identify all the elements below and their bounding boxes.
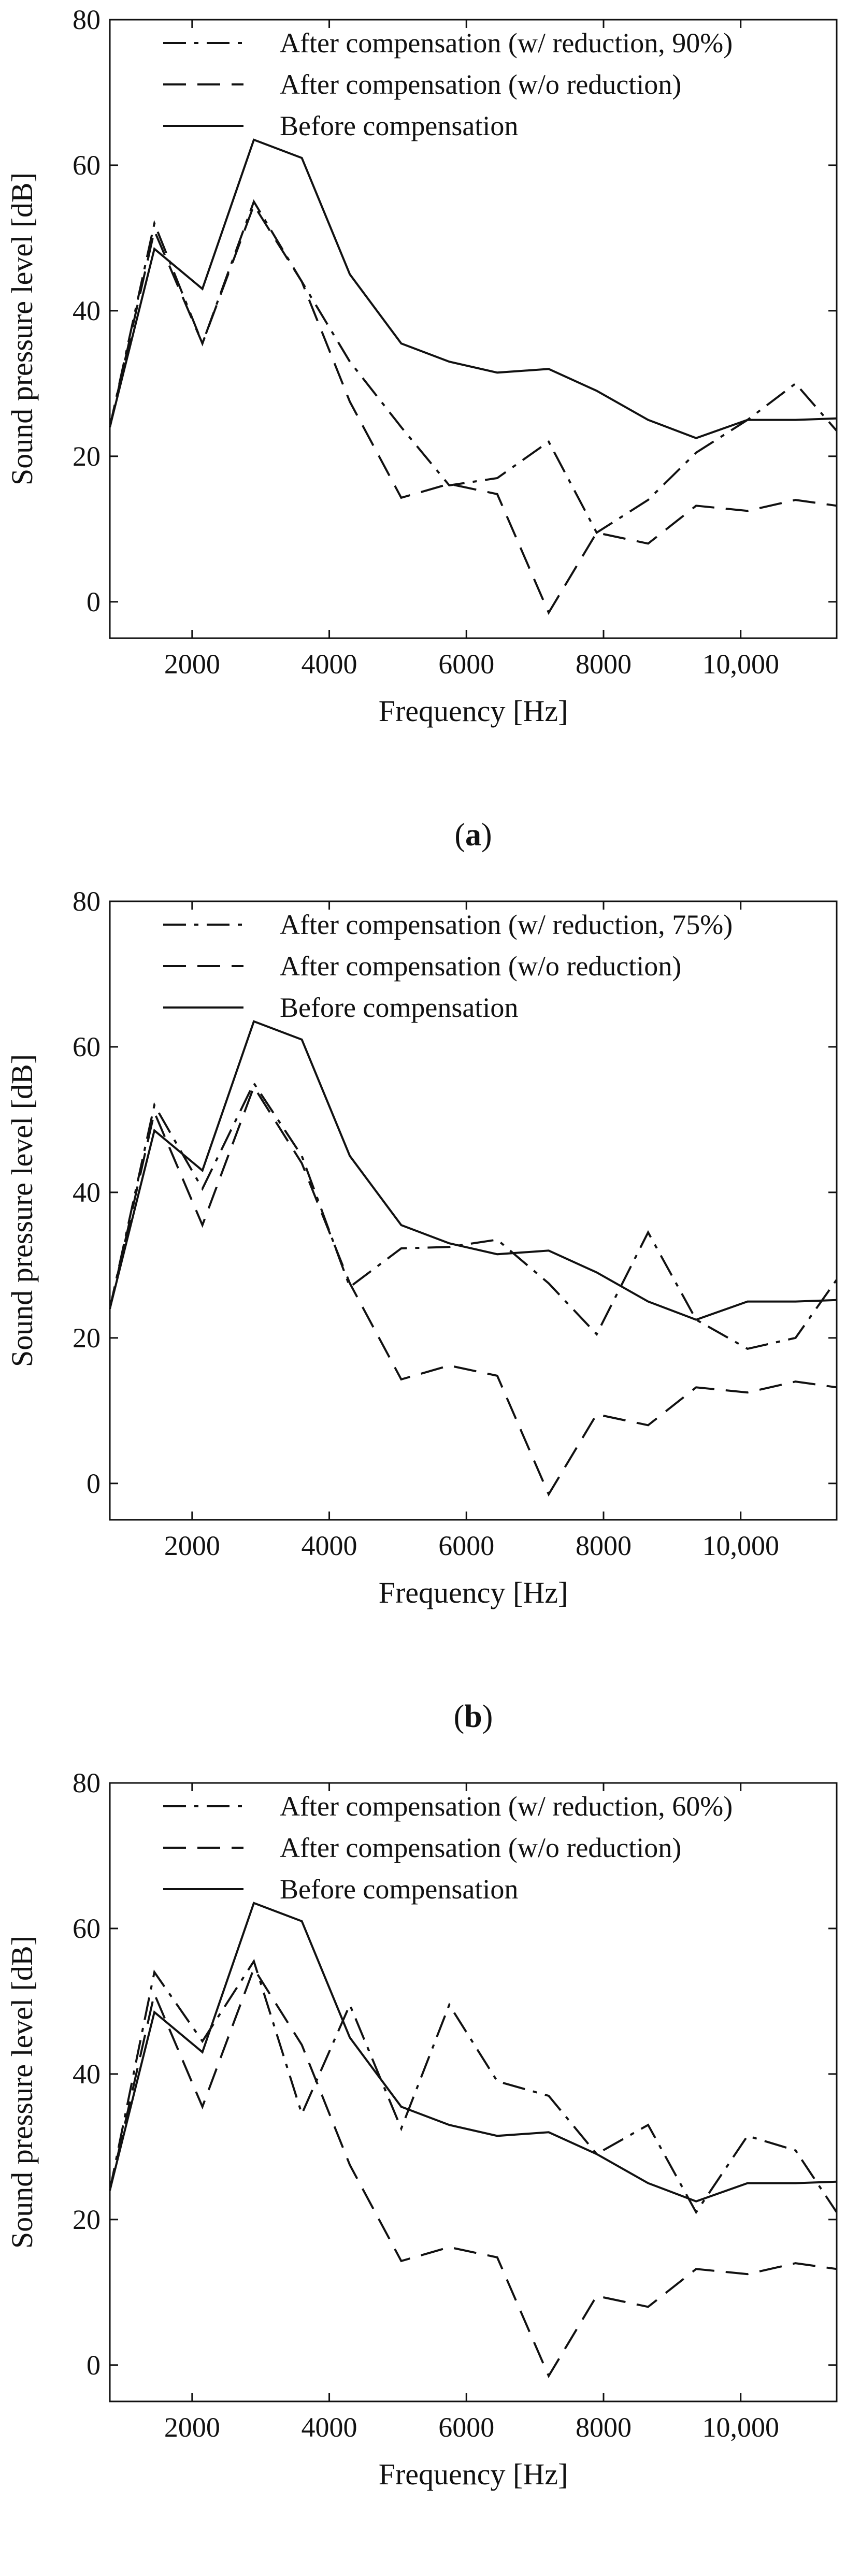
plot-frame <box>109 1782 838 2402</box>
legend-label: After compensation (w/o reduction) <box>280 1832 681 1863</box>
legend-label: Before compensation <box>280 1874 518 1905</box>
x-axis-title: Frequency [Hz] <box>379 694 568 728</box>
x-axis-title: Frequency [Hz] <box>379 1576 568 1609</box>
x-tick-label: 8000 <box>576 1530 632 1561</box>
x-tick-label: 6000 <box>438 649 494 680</box>
plot-frame <box>109 900 838 1521</box>
y-tick-label: 80 <box>73 1767 101 1798</box>
legend-label: After compensation (w/o reduction) <box>280 951 681 982</box>
y-tick-label: 0 <box>87 2350 101 2381</box>
x-tick-label: 6000 <box>438 2412 494 2443</box>
panel-b: 0 20 40 60 80 2000 4000 6000 8000 10,000 Frequency… <box>5 886 838 1734</box>
x-tick-label: 4000 <box>302 649 357 680</box>
x-tick-label: 10,000 <box>702 649 779 680</box>
panel-caption-paren: ) <box>482 1699 493 1734</box>
plot-frame <box>109 19 838 639</box>
legend-label: After compensation (w/o reduction) <box>280 69 681 100</box>
y-axis-title: Sound pressure level [dB] <box>5 1936 39 2249</box>
panel-a: 0 20 40 60 80 2000 4000 6000 8000 10,000 Frequency… <box>5 4 838 853</box>
x-tick-label: 6000 <box>438 1530 494 1561</box>
y-tick-label: 60 <box>73 1031 101 1062</box>
x-tick-label: 10,000 <box>702 1530 779 1561</box>
y-axis-title: Sound pressure level [dB] <box>5 1054 39 1367</box>
series-line-dashdot <box>109 1081 838 1350</box>
y-tick-label: 80 <box>73 4 101 35</box>
panel-caption-letter: b <box>464 1699 482 1734</box>
y-tick-label: 40 <box>73 1177 101 1208</box>
y-tick-label: 60 <box>73 150 101 181</box>
x-tick-label: 2000 <box>164 1530 220 1561</box>
x-tick-label: 4000 <box>302 1530 357 1561</box>
y-tick-label: 0 <box>87 586 101 617</box>
x-tick-label: 8000 <box>576 649 632 680</box>
y-tick-label: 20 <box>73 1322 101 1354</box>
series-line-dashdot <box>109 199 838 535</box>
x-tick-label: 4000 <box>302 2412 357 2443</box>
y-tick-label: 40 <box>73 2059 101 2090</box>
panel-caption-letter: a <box>465 817 481 853</box>
series-line-dashed <box>109 203 837 615</box>
series-line-dashed <box>109 1966 837 2379</box>
series-line-dashdot <box>109 1959 838 2214</box>
panel-caption-paren: ( <box>454 817 465 853</box>
x-tick-label: 10,000 <box>702 2412 779 2443</box>
series-line-dashed <box>109 1084 837 1497</box>
x-tick-label: 2000 <box>164 2412 220 2443</box>
y-tick-label: 20 <box>73 2204 101 2235</box>
y-tick-label: 20 <box>73 441 101 472</box>
panel-caption-paren: ) <box>481 817 492 853</box>
x-tick-label: 8000 <box>576 2412 632 2443</box>
series-line-solid <box>109 1902 837 2203</box>
legend-label: Before compensation <box>280 110 518 141</box>
y-tick-label: 0 <box>87 1468 101 1499</box>
panel-caption: (b) <box>454 1699 493 1734</box>
legend-label: After compensation (w/ reduction, 60%) <box>280 1791 733 1822</box>
legend-label: After compensation (w/ reduction, 90%) <box>280 27 733 59</box>
panel-caption: (a) <box>454 817 492 853</box>
legend-label: Before compensation <box>280 992 518 1023</box>
y-tick-label: 80 <box>73 886 101 917</box>
series-line-solid <box>109 1020 837 1321</box>
panel-c: 0 20 40 60 80 2000 4000 6000 8000 10,000 Frequency… <box>5 1767 838 2491</box>
series-line-solid <box>109 138 837 439</box>
y-tick-label: 40 <box>73 295 101 326</box>
y-tick-label: 60 <box>73 1913 101 1944</box>
y-axis-title: Sound pressure level [dB] <box>5 172 39 485</box>
legend-label: After compensation (w/ reduction, 75%) <box>280 909 733 940</box>
x-tick-label: 2000 <box>164 649 220 680</box>
x-axis-title: Frequency [Hz] <box>379 2457 568 2491</box>
panel-caption-paren: ( <box>454 1699 465 1734</box>
